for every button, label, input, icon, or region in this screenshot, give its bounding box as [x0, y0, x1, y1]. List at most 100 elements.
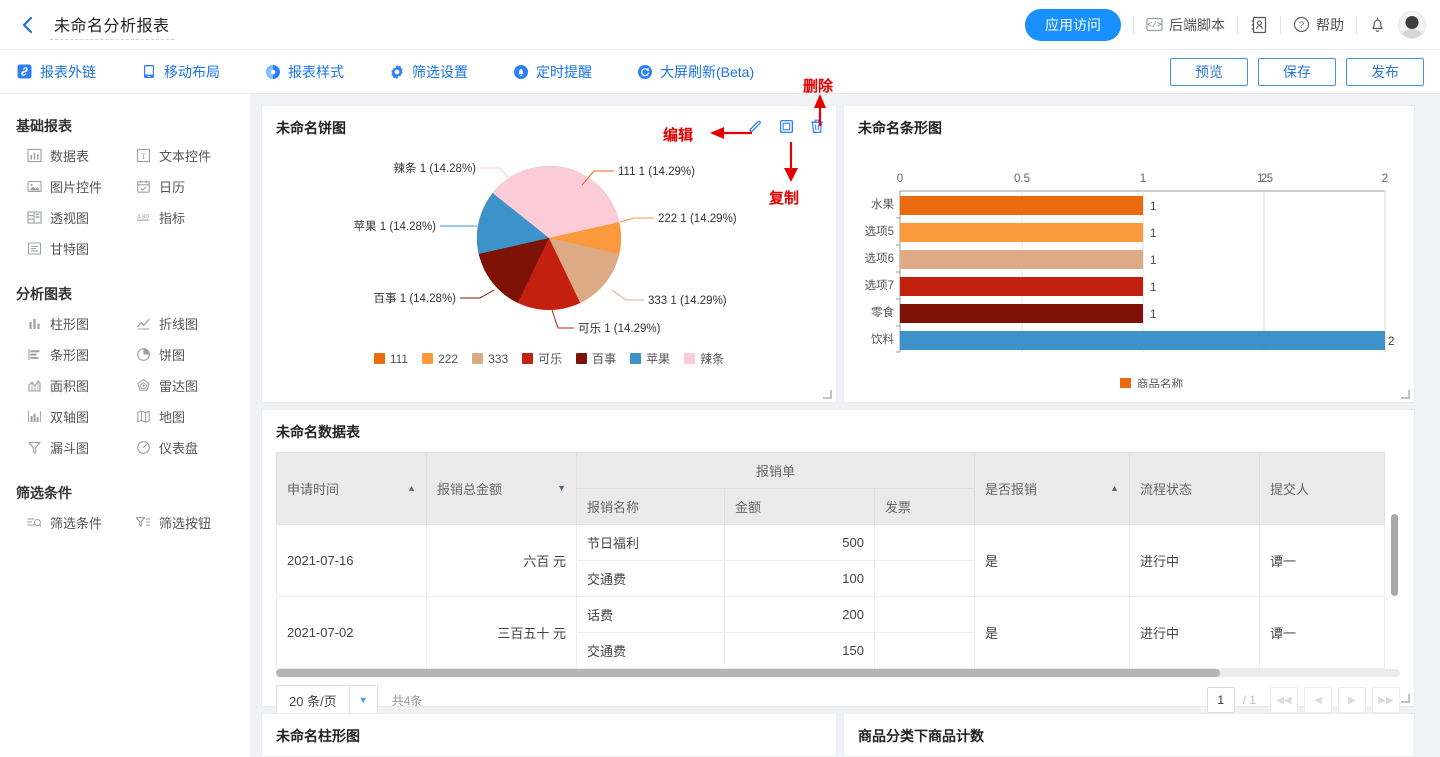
table-row[interactable]: 交通费 100	[277, 560, 1385, 597]
legend-item[interactable]: 111	[373, 352, 408, 366]
tool-scheduled-reminder[interactable]: 定时提醒	[512, 62, 592, 82]
sidebar-item-label: 条形图	[50, 348, 90, 363]
legend-item[interactable]: 可乐	[522, 350, 562, 367]
pie-chart-title: 未命名饼图	[276, 120, 346, 136]
next-page-icon[interactable]: ▶	[1338, 687, 1366, 713]
legend-label: 百事	[592, 352, 617, 366]
sidebar-item-area-chart[interactable]: 面积图	[16, 376, 125, 395]
sidebar-item-data-table[interactable]: 数据表	[16, 146, 125, 165]
back-button[interactable]	[14, 12, 40, 38]
sidebar-item-filter-condition[interactable]: 筛选条件	[16, 513, 125, 532]
tool-label: 报表外链	[40, 63, 96, 80]
sidebar-item-line-chart[interactable]: 折线图	[125, 314, 234, 333]
app-access-button[interactable]: 应用访问	[1025, 8, 1121, 41]
category-count-card[interactable]: 商品分类下商品计数	[844, 714, 1414, 756]
tool-mobile-layout[interactable]: 移动布局	[140, 62, 220, 82]
legend-item[interactable]: 222	[422, 352, 458, 366]
legend-swatch	[422, 353, 434, 364]
legend-item[interactable]: 333	[472, 352, 508, 366]
legend-item[interactable]: 苹果	[630, 350, 670, 367]
current-page-input[interactable]: 1	[1206, 687, 1235, 713]
notifications-button[interactable]	[1369, 16, 1386, 34]
sidebar-item-image-widget[interactable]: 图片控件	[16, 177, 125, 196]
sidebar-item-gantt[interactable]: 甘特图	[16, 239, 125, 258]
sidebar-item-funnel[interactable]: 漏斗图	[16, 438, 125, 457]
sidebar-item-column-chart[interactable]: 柱形图	[16, 314, 125, 333]
table-row[interactable]: 2021-07-16 六百 元 节日福利 500 是 进行中 谭一	[276, 524, 1386, 597]
tool-bigscreen-refresh[interactable]: 大屏刷新(Beta)	[636, 62, 754, 82]
col-apply-time[interactable]: 申请时间 ▲	[276, 452, 427, 525]
pencil-icon[interactable]	[747, 118, 763, 134]
sidebar-item-pivot[interactable]: 透视图	[16, 208, 125, 227]
pie-chart-card[interactable]: 未命名饼图	[262, 106, 836, 402]
publish-button[interactable]: 发布	[1346, 57, 1424, 86]
svg-text:4.80: 4.80	[137, 214, 149, 220]
prev-page-icon[interactable]: ◀	[1304, 687, 1332, 713]
first-page-icon[interactable]: ◀◀	[1270, 687, 1298, 713]
sidebar-item-metric[interactable]: 4.80 指标	[125, 208, 234, 227]
refresh-icon	[636, 63, 653, 80]
data-table-card[interactable]: 未命名数据表 申请时间 ▲	[262, 410, 1414, 715]
table-horizontal-scrollbar[interactable]	[276, 669, 1400, 677]
sidebar-item-pie-chart[interactable]: 饼图	[125, 345, 234, 364]
sidebar-item-bar-chart[interactable]: 条形图	[16, 345, 125, 364]
sort-asc-icon[interactable]: ▲	[407, 483, 416, 493]
avatar[interactable]	[1398, 10, 1426, 39]
svg-text:商品名称: 商品名称	[1137, 377, 1183, 388]
chevron-down-icon[interactable]: ▼	[348, 686, 377, 714]
help-button[interactable]: ? 帮助	[1293, 15, 1344, 35]
sidebar-item-text-widget[interactable]: T 文本控件	[125, 146, 234, 165]
sidebar-item-label: 文本控件	[159, 149, 212, 164]
sort-desc-icon[interactable]: ▼	[557, 483, 566, 493]
bar-chart-card[interactable]: 未命名条形图 0 0.5 1 2 1.5 2	[844, 106, 1414, 402]
tool-report-style[interactable]: 报表样式	[264, 62, 344, 82]
col-amount[interactable]: 金额	[724, 488, 875, 525]
page-size-select[interactable]: 20 条/页 ▼	[276, 685, 378, 715]
cell-item-name: 交通费	[576, 560, 725, 597]
sidebar-item-filter-button[interactable]: 筛选按钮	[125, 513, 234, 532]
area-chart-icon	[26, 378, 42, 394]
tool-filter-settings[interactable]: 筛选设置	[388, 62, 468, 82]
copy-annotation: 复制	[769, 190, 800, 207]
col-invoice[interactable]: 发票	[873, 488, 976, 525]
sidebar-item-label: 图片控件	[50, 180, 103, 195]
col-submitter[interactable]: 提交人	[1259, 452, 1386, 525]
sidebar-item-gauge[interactable]: 仪表盘	[125, 438, 234, 457]
header-actions: 应用访问 </> 后端脚本 ? 帮助	[1025, 8, 1426, 41]
resize-handle[interactable]	[823, 390, 832, 399]
table-row[interactable]: 交通费 150	[277, 632, 1385, 669]
col-item-name[interactable]: 报销名称	[576, 488, 725, 525]
sidebar-item-label: 雷达图	[159, 379, 199, 394]
sidebar-item-calendar[interactable]: 日历	[125, 177, 234, 196]
col-process-status[interactable]: 流程状态	[1129, 452, 1261, 525]
column-chart-card[interactable]: 未命名柱形图	[262, 714, 836, 756]
sidebar-group-charts: 柱形图 折线图 条形图 饼图 面积图	[16, 314, 234, 457]
sidebar-item-dual-axis[interactable]: 双轴图	[16, 407, 125, 426]
save-button[interactable]: 保存	[1258, 57, 1336, 86]
designer-body: 基础报表 数据表 T 文本控件 图片控件 日历	[0, 94, 1440, 757]
sidebar-item-label: 数据表	[50, 149, 90, 164]
sidebar-group-title-basic: 基础报表	[16, 118, 72, 134]
col-is-reimbursed[interactable]: 是否报销 ▲	[974, 452, 1131, 525]
col-total-amount[interactable]: 报销总金额 ▼	[426, 452, 577, 525]
report-title-input[interactable]: 未命名分析报表	[50, 10, 174, 40]
sidebar-item-label: 筛选按钮	[159, 516, 212, 531]
legend-item[interactable]: 辣条	[684, 350, 724, 367]
resize-handle[interactable]	[1401, 694, 1410, 703]
copy-icon[interactable]	[779, 119, 794, 134]
last-page-icon[interactable]: ▶▶	[1372, 687, 1400, 713]
table-vertical-scrollbar[interactable]	[1391, 514, 1398, 596]
resize-handle[interactable]	[1401, 390, 1410, 399]
preview-button[interactable]: 预览	[1170, 57, 1248, 86]
sidebar-item-map[interactable]: 地图	[125, 407, 234, 426]
table-row[interactable]: 2021-07-02 三百五十 元 话费 200 是 进行中 谭一	[276, 596, 1386, 669]
legend-item[interactable]: 百事	[576, 350, 616, 367]
trash-icon[interactable]	[810, 118, 824, 134]
sidebar-item-radar-chart[interactable]: 雷达图	[125, 376, 234, 395]
scrollbar-thumb[interactable]	[276, 669, 1221, 677]
contacts-button[interactable]	[1250, 16, 1268, 34]
backend-script-button[interactable]: </> 后端脚本	[1146, 15, 1225, 35]
sort-asc-icon[interactable]: ▲	[1110, 483, 1120, 493]
tool-report-link[interactable]: 报表外链	[16, 62, 96, 82]
page-size-value: 20 条/页	[289, 693, 337, 709]
